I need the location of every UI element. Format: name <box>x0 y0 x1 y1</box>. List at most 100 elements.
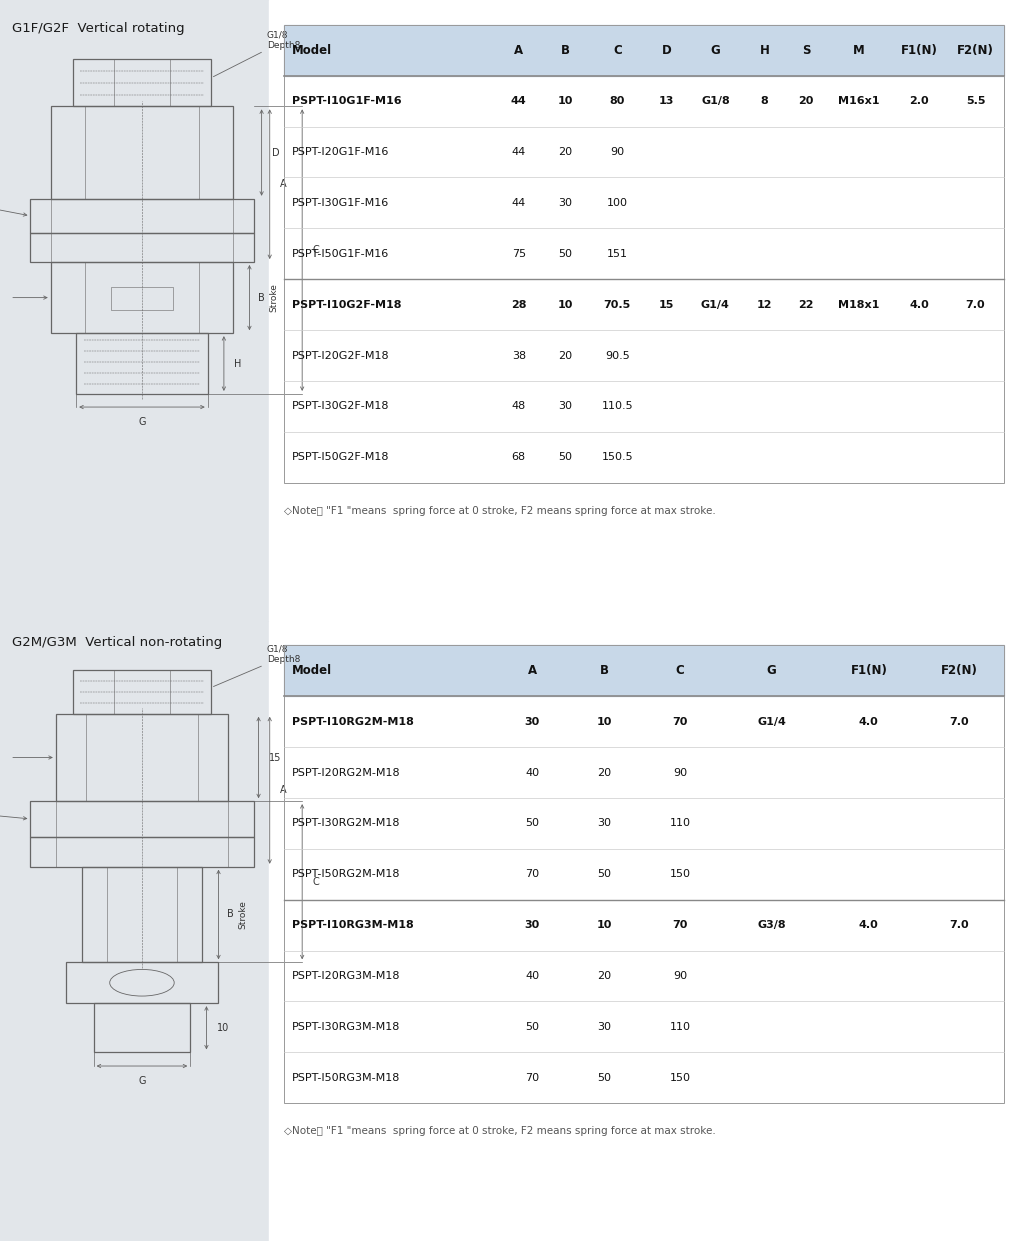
Text: 4.0: 4.0 <box>859 920 879 931</box>
Text: F1(N): F1(N) <box>900 43 938 57</box>
Text: 68: 68 <box>512 452 526 463</box>
Text: 151: 151 <box>606 248 628 259</box>
Text: 22: 22 <box>798 299 813 310</box>
Text: PSPT-I30RG3M-M18: PSPT-I30RG3M-M18 <box>292 1021 401 1033</box>
Text: ◇Note： "F1 "means  spring force at 0 stroke, F2 means spring force at max stroke: ◇Note： "F1 "means spring force at 0 stro… <box>284 506 716 516</box>
Text: 30: 30 <box>524 716 539 727</box>
Bar <box>30 233 254 262</box>
Text: 110: 110 <box>669 1021 691 1033</box>
Text: S: S <box>0 201 26 216</box>
Text: 50: 50 <box>597 1072 611 1083</box>
Text: S22: S22 <box>0 808 26 820</box>
Text: D: D <box>661 43 671 57</box>
Text: 50: 50 <box>525 818 539 829</box>
Bar <box>269 620 1014 1241</box>
Bar <box>51 233 233 262</box>
Text: 44: 44 <box>512 146 526 158</box>
Text: 50: 50 <box>559 452 573 463</box>
Bar <box>0 0 269 620</box>
Bar <box>111 287 173 310</box>
Bar <box>56 836 228 866</box>
Bar <box>73 60 211 107</box>
Text: PSPT-I10RG3M-M18: PSPT-I10RG3M-M18 <box>292 920 414 931</box>
Bar <box>106 866 177 962</box>
Text: A: A <box>280 786 287 795</box>
Text: A: A <box>514 43 523 57</box>
Text: 15: 15 <box>269 752 281 762</box>
Text: 44: 44 <box>511 96 526 107</box>
Text: 30: 30 <box>524 920 539 931</box>
Text: 10: 10 <box>596 716 612 727</box>
Text: G1/4: G1/4 <box>757 716 786 727</box>
Bar <box>76 333 208 393</box>
Text: 15: 15 <box>659 299 674 310</box>
Text: 20: 20 <box>597 970 611 982</box>
Bar <box>82 866 203 962</box>
Bar <box>51 199 233 233</box>
Text: 30: 30 <box>559 401 573 412</box>
Text: Stroke: Stroke <box>239 900 247 930</box>
Text: 90: 90 <box>610 146 625 158</box>
Text: 5.5: 5.5 <box>965 96 986 107</box>
Text: PSPT-I50RG2M-M18: PSPT-I50RG2M-M18 <box>292 869 401 880</box>
Text: 8: 8 <box>760 96 769 107</box>
Bar <box>85 107 199 199</box>
Text: B: B <box>561 43 570 57</box>
Text: F1(N): F1(N) <box>851 664 887 678</box>
Text: 150.5: 150.5 <box>601 452 633 463</box>
Bar <box>0 620 269 1241</box>
Text: C: C <box>312 876 319 887</box>
Text: Stroke: Stroke <box>270 283 279 311</box>
Text: G2M/G3M  Vertical non-rotating: G2M/G3M Vertical non-rotating <box>12 637 222 649</box>
Bar <box>73 670 211 714</box>
Text: PSPT-I20RG3M-M18: PSPT-I20RG3M-M18 <box>292 970 401 982</box>
Bar <box>30 802 254 836</box>
Text: PSPT-I10RG2M-M18: PSPT-I10RG2M-M18 <box>292 716 414 727</box>
Text: Model: Model <box>292 664 333 678</box>
Text: M18x1: M18x1 <box>839 299 880 310</box>
Text: 20: 20 <box>798 96 813 107</box>
Text: 70.5: 70.5 <box>603 299 631 310</box>
Text: PSPT-I20RG2M-M18: PSPT-I20RG2M-M18 <box>292 767 401 778</box>
Text: B: B <box>258 293 265 303</box>
Bar <box>51 262 233 333</box>
Bar <box>30 199 254 233</box>
Text: 70: 70 <box>672 716 687 727</box>
Text: 20: 20 <box>559 146 573 158</box>
Bar <box>284 645 1004 696</box>
Text: 30: 30 <box>597 1021 611 1033</box>
Text: G1/8: G1/8 <box>701 96 730 107</box>
Text: G: G <box>767 664 777 678</box>
Bar <box>56 802 228 836</box>
Text: A: A <box>280 179 287 189</box>
Text: 90: 90 <box>673 767 686 778</box>
Bar <box>66 962 218 1003</box>
Bar <box>284 645 1004 1103</box>
Text: 110: 110 <box>669 818 691 829</box>
Text: G1/8
Depth8: G1/8 Depth8 <box>214 644 300 686</box>
Text: PSPT-I30G1F-M16: PSPT-I30G1F-M16 <box>292 197 389 208</box>
Text: G1F/G2F  Vertical rotating: G1F/G2F Vertical rotating <box>12 22 185 35</box>
Text: B: B <box>600 664 608 678</box>
Bar <box>284 25 1004 483</box>
Text: G1/4: G1/4 <box>701 299 730 310</box>
Text: 110.5: 110.5 <box>601 401 633 412</box>
Text: G1/8
Depth8: G1/8 Depth8 <box>213 30 300 77</box>
Text: C: C <box>675 664 684 678</box>
Text: H: H <box>759 43 770 57</box>
Text: Model: Model <box>292 43 333 57</box>
Text: B: B <box>227 910 233 920</box>
Text: 40: 40 <box>525 767 539 778</box>
Text: 12: 12 <box>756 299 773 310</box>
Text: 44: 44 <box>512 197 526 208</box>
Text: 7.0: 7.0 <box>949 920 968 931</box>
Text: G: G <box>711 43 720 57</box>
Text: 40: 40 <box>525 970 539 982</box>
Text: M16x1: M16x1 <box>839 96 880 107</box>
Text: 20: 20 <box>597 767 611 778</box>
Text: H: H <box>234 359 241 369</box>
Text: F2(N): F2(N) <box>940 664 977 678</box>
Text: 70: 70 <box>525 1072 539 1083</box>
Text: PSPT-I20G1F-M16: PSPT-I20G1F-M16 <box>292 146 389 158</box>
Bar <box>51 107 233 199</box>
